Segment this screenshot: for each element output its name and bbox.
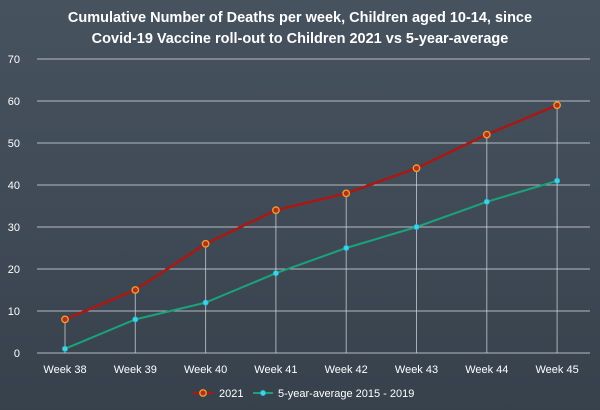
legend-label-2021: 2021 — [219, 388, 243, 400]
data-point-2021 — [131, 286, 140, 294]
data-point-5yr-average — [62, 345, 69, 352]
chart-title: Cumulative Number of Deaths per week, Ch… — [40, 8, 560, 50]
chart-title-line-1: Cumulative Number of Deaths per week, Ch… — [67, 10, 533, 26]
x-tick-label: Week 39 — [114, 364, 157, 376]
y-tick-label: 0 — [14, 348, 20, 360]
series-line — [64, 179, 558, 350]
data-point-2021 — [412, 164, 421, 173]
x-tick-label: Week 40 — [184, 364, 227, 376]
y-tick-label: 70 — [8, 54, 20, 66]
data-point-5yr-average — [343, 244, 350, 251]
data-point-2021 — [201, 239, 210, 248]
data-point-5yr-average — [483, 198, 490, 205]
x-tick-label: Week 45 — [535, 364, 578, 376]
legend-label-5yr-average: 5-year-average 2015 - 2019 — [278, 388, 414, 400]
y-tick-label: 20 — [8, 264, 20, 276]
x-tick-label: Week 44 — [465, 364, 508, 376]
y-tick-label: 10 — [8, 306, 20, 318]
chart-title-line-2: Covid-19 Vaccine roll-out to Children 20… — [91, 31, 509, 47]
x-tick-label: Week 42 — [325, 364, 368, 376]
data-point-5yr-average — [202, 299, 209, 306]
data-point-2021 — [61, 315, 69, 324]
data-point-5yr-average — [554, 177, 561, 184]
y-tick-label: 60 — [8, 96, 20, 108]
data-point-5yr-average — [413, 223, 420, 230]
x-tick-label: Week 43 — [395, 364, 438, 376]
y-tick-label: 40 — [8, 180, 20, 192]
series-line — [64, 104, 558, 321]
y-tick-label: 30 — [8, 222, 20, 234]
data-point-2021 — [342, 189, 351, 198]
data-point-2021 — [482, 130, 491, 139]
legend-marker-2021 — [199, 389, 207, 397]
x-tick-label: Week 38 — [43, 364, 86, 376]
x-tick-label: Week 41 — [254, 364, 297, 376]
legend-marker-5yr-average — [259, 389, 266, 396]
data-point-2021 — [553, 101, 561, 110]
data-point-5yr-average — [272, 270, 279, 277]
y-tick-label: 50 — [8, 138, 20, 150]
data-point-2021 — [271, 206, 280, 215]
data-point-5yr-average — [132, 316, 139, 323]
